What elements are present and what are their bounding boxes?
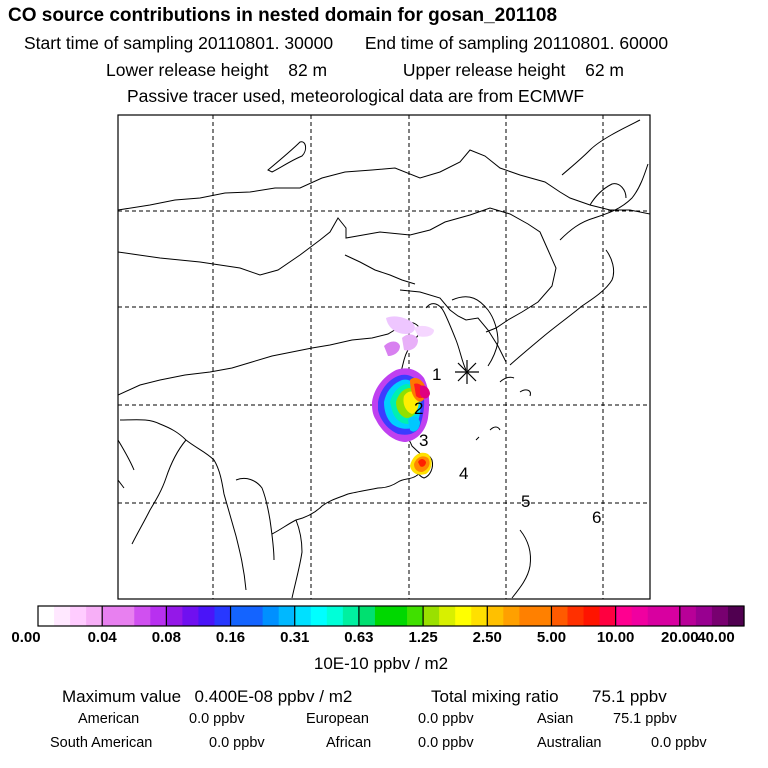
colorbar-tick-label: 0.63 bbox=[344, 629, 374, 646]
marker-2: 2 bbox=[414, 399, 423, 418]
sampling-time-line: Start time of sampling 20110801. 30000 E… bbox=[24, 33, 669, 53]
max-value: 0.400E-08 ppbv / m2 bbox=[194, 687, 353, 706]
colorbar-tick-label: 0.16 bbox=[215, 629, 246, 646]
colorbar-tick-label: 5.00 bbox=[536, 629, 567, 646]
end-time-label: End time of sampling bbox=[364, 33, 529, 53]
marker-1: 1 bbox=[432, 365, 441, 384]
start-time-label: Start time of sampling bbox=[24, 33, 194, 53]
region-african-name: African bbox=[326, 735, 372, 751]
lower-height-label: Lower release height bbox=[106, 60, 269, 80]
region-australian-value: 0.0 ppbv bbox=[651, 735, 707, 751]
coastline-lines bbox=[118, 119, 650, 599]
end-time-value: 20110801. 60000 bbox=[533, 33, 669, 53]
region-american-value: 0.0 ppbv bbox=[189, 711, 245, 727]
region-asian-name: Asian bbox=[537, 711, 574, 727]
plot-title: CO source contributions in nested domain… bbox=[8, 5, 558, 26]
max-value-row: Maximum value 0.400E-08 ppbv / m2 bbox=[62, 688, 352, 705]
region-south-american-name: South American bbox=[50, 735, 153, 751]
max-value-label: Maximum value bbox=[62, 687, 182, 706]
map-frame bbox=[117, 114, 651, 600]
colorbar-tick-label: 1.25 bbox=[408, 629, 438, 646]
colorbar-unit: 10E-10 ppbv / m2 bbox=[313, 654, 449, 673]
marker-5: 5 bbox=[521, 492, 530, 511]
total-mixing-value: 75.1 ppbv bbox=[592, 687, 667, 706]
upper-height-value: 62 m bbox=[585, 60, 624, 80]
colorbar-tick-label: 2.50 bbox=[472, 629, 502, 646]
release-height-line: Lower release height 82 m Upper release … bbox=[106, 60, 624, 80]
total-mixing-row: Total mixing ratio 75.1 ppbv bbox=[431, 688, 667, 705]
region-european-value: 0.0 ppbv bbox=[418, 711, 474, 727]
region-african-value: 0.0 ppbv bbox=[418, 735, 474, 751]
region-asian-value: 75.1 ppbv bbox=[613, 711, 677, 727]
graticule-lines bbox=[118, 115, 650, 599]
colorbar-tick-label: 0.31 bbox=[280, 629, 310, 646]
colorbar-tick-label: 10.00 bbox=[596, 629, 635, 646]
region-european-name: European bbox=[306, 711, 369, 727]
marker-3: 3 bbox=[419, 431, 428, 450]
tracer-note: Passive tracer used, meteorological data… bbox=[127, 86, 585, 106]
colorbar-tick-label: 0.00 bbox=[11, 629, 41, 646]
region-south-american-value: 0.0 ppbv bbox=[209, 735, 265, 751]
start-time-value: 20110801. 30000 bbox=[198, 33, 334, 53]
asterisk-station-icon bbox=[455, 360, 479, 384]
colorbar-tick-label: 0.04 bbox=[87, 629, 117, 646]
colorbar-tick-label: 40.00 bbox=[697, 629, 735, 646]
upper-height-label: Upper release height bbox=[402, 60, 566, 80]
total-mixing-label: Total mixing ratio bbox=[431, 687, 559, 706]
region-american-name: American bbox=[78, 711, 140, 727]
colorbar-tick-label: 20.00 bbox=[661, 629, 699, 646]
source-contribution-plume bbox=[372, 316, 434, 475]
lower-height-value: 82 m bbox=[288, 60, 328, 80]
colorbar-tick-label: 0.08 bbox=[151, 629, 181, 646]
marker-6: 6 bbox=[592, 508, 601, 527]
marker-4: 4 bbox=[459, 464, 468, 483]
region-australian-name: Australian bbox=[537, 735, 602, 751]
